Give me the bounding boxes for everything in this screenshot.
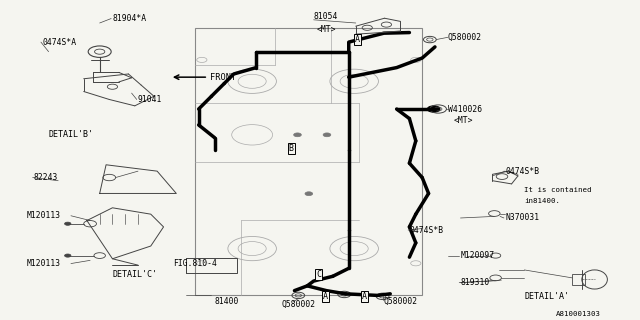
Text: N370031: N370031 [505,213,540,222]
Ellipse shape [582,270,607,289]
Text: It is contained: It is contained [524,187,592,193]
Text: M120113: M120113 [26,259,60,268]
Text: 0474S*B: 0474S*B [410,226,444,235]
Circle shape [65,222,71,225]
Text: Q580002: Q580002 [448,33,482,42]
Bar [186,258,237,273]
Text: 91041: 91041 [138,95,163,104]
Text: 0474S*B: 0474S*B [505,167,540,176]
Text: 819310: 819310 [461,278,490,287]
Text: B: B [289,144,294,153]
Text: 81904*A: 81904*A [113,14,147,23]
Text: M120097: M120097 [461,251,495,260]
Text: DETAIL'B': DETAIL'B' [49,130,93,139]
Circle shape [294,133,301,137]
Text: C: C [316,269,321,279]
Circle shape [428,106,440,112]
Text: DETAIL'C': DETAIL'C' [113,270,157,279]
Text: Q580002: Q580002 [384,297,418,306]
Text: A: A [362,292,367,301]
Bar [195,28,422,295]
Text: A810001303: A810001303 [556,311,602,316]
Text: Q580002: Q580002 [282,300,316,308]
Text: A: A [323,292,328,301]
Circle shape [65,254,71,257]
Text: DETAIL'A': DETAIL'A' [524,292,570,301]
Text: FIG.810-4: FIG.810-4 [173,259,217,268]
Text: <MT>: <MT> [454,116,474,125]
Text: 82243: 82243 [34,173,58,182]
Circle shape [323,133,331,137]
Text: in81400.: in81400. [524,198,561,204]
Bar [572,274,585,285]
Text: <MT>: <MT> [316,25,335,34]
Text: A: A [355,35,360,44]
Text: 81054: 81054 [314,12,338,21]
Circle shape [305,192,313,196]
Text: 0474S*A: 0474S*A [42,38,76,47]
Text: 81400: 81400 [214,297,239,306]
Text: W410026: W410026 [448,105,482,114]
Text: FRONT: FRONT [210,73,236,82]
Text: M120113: M120113 [26,211,60,220]
